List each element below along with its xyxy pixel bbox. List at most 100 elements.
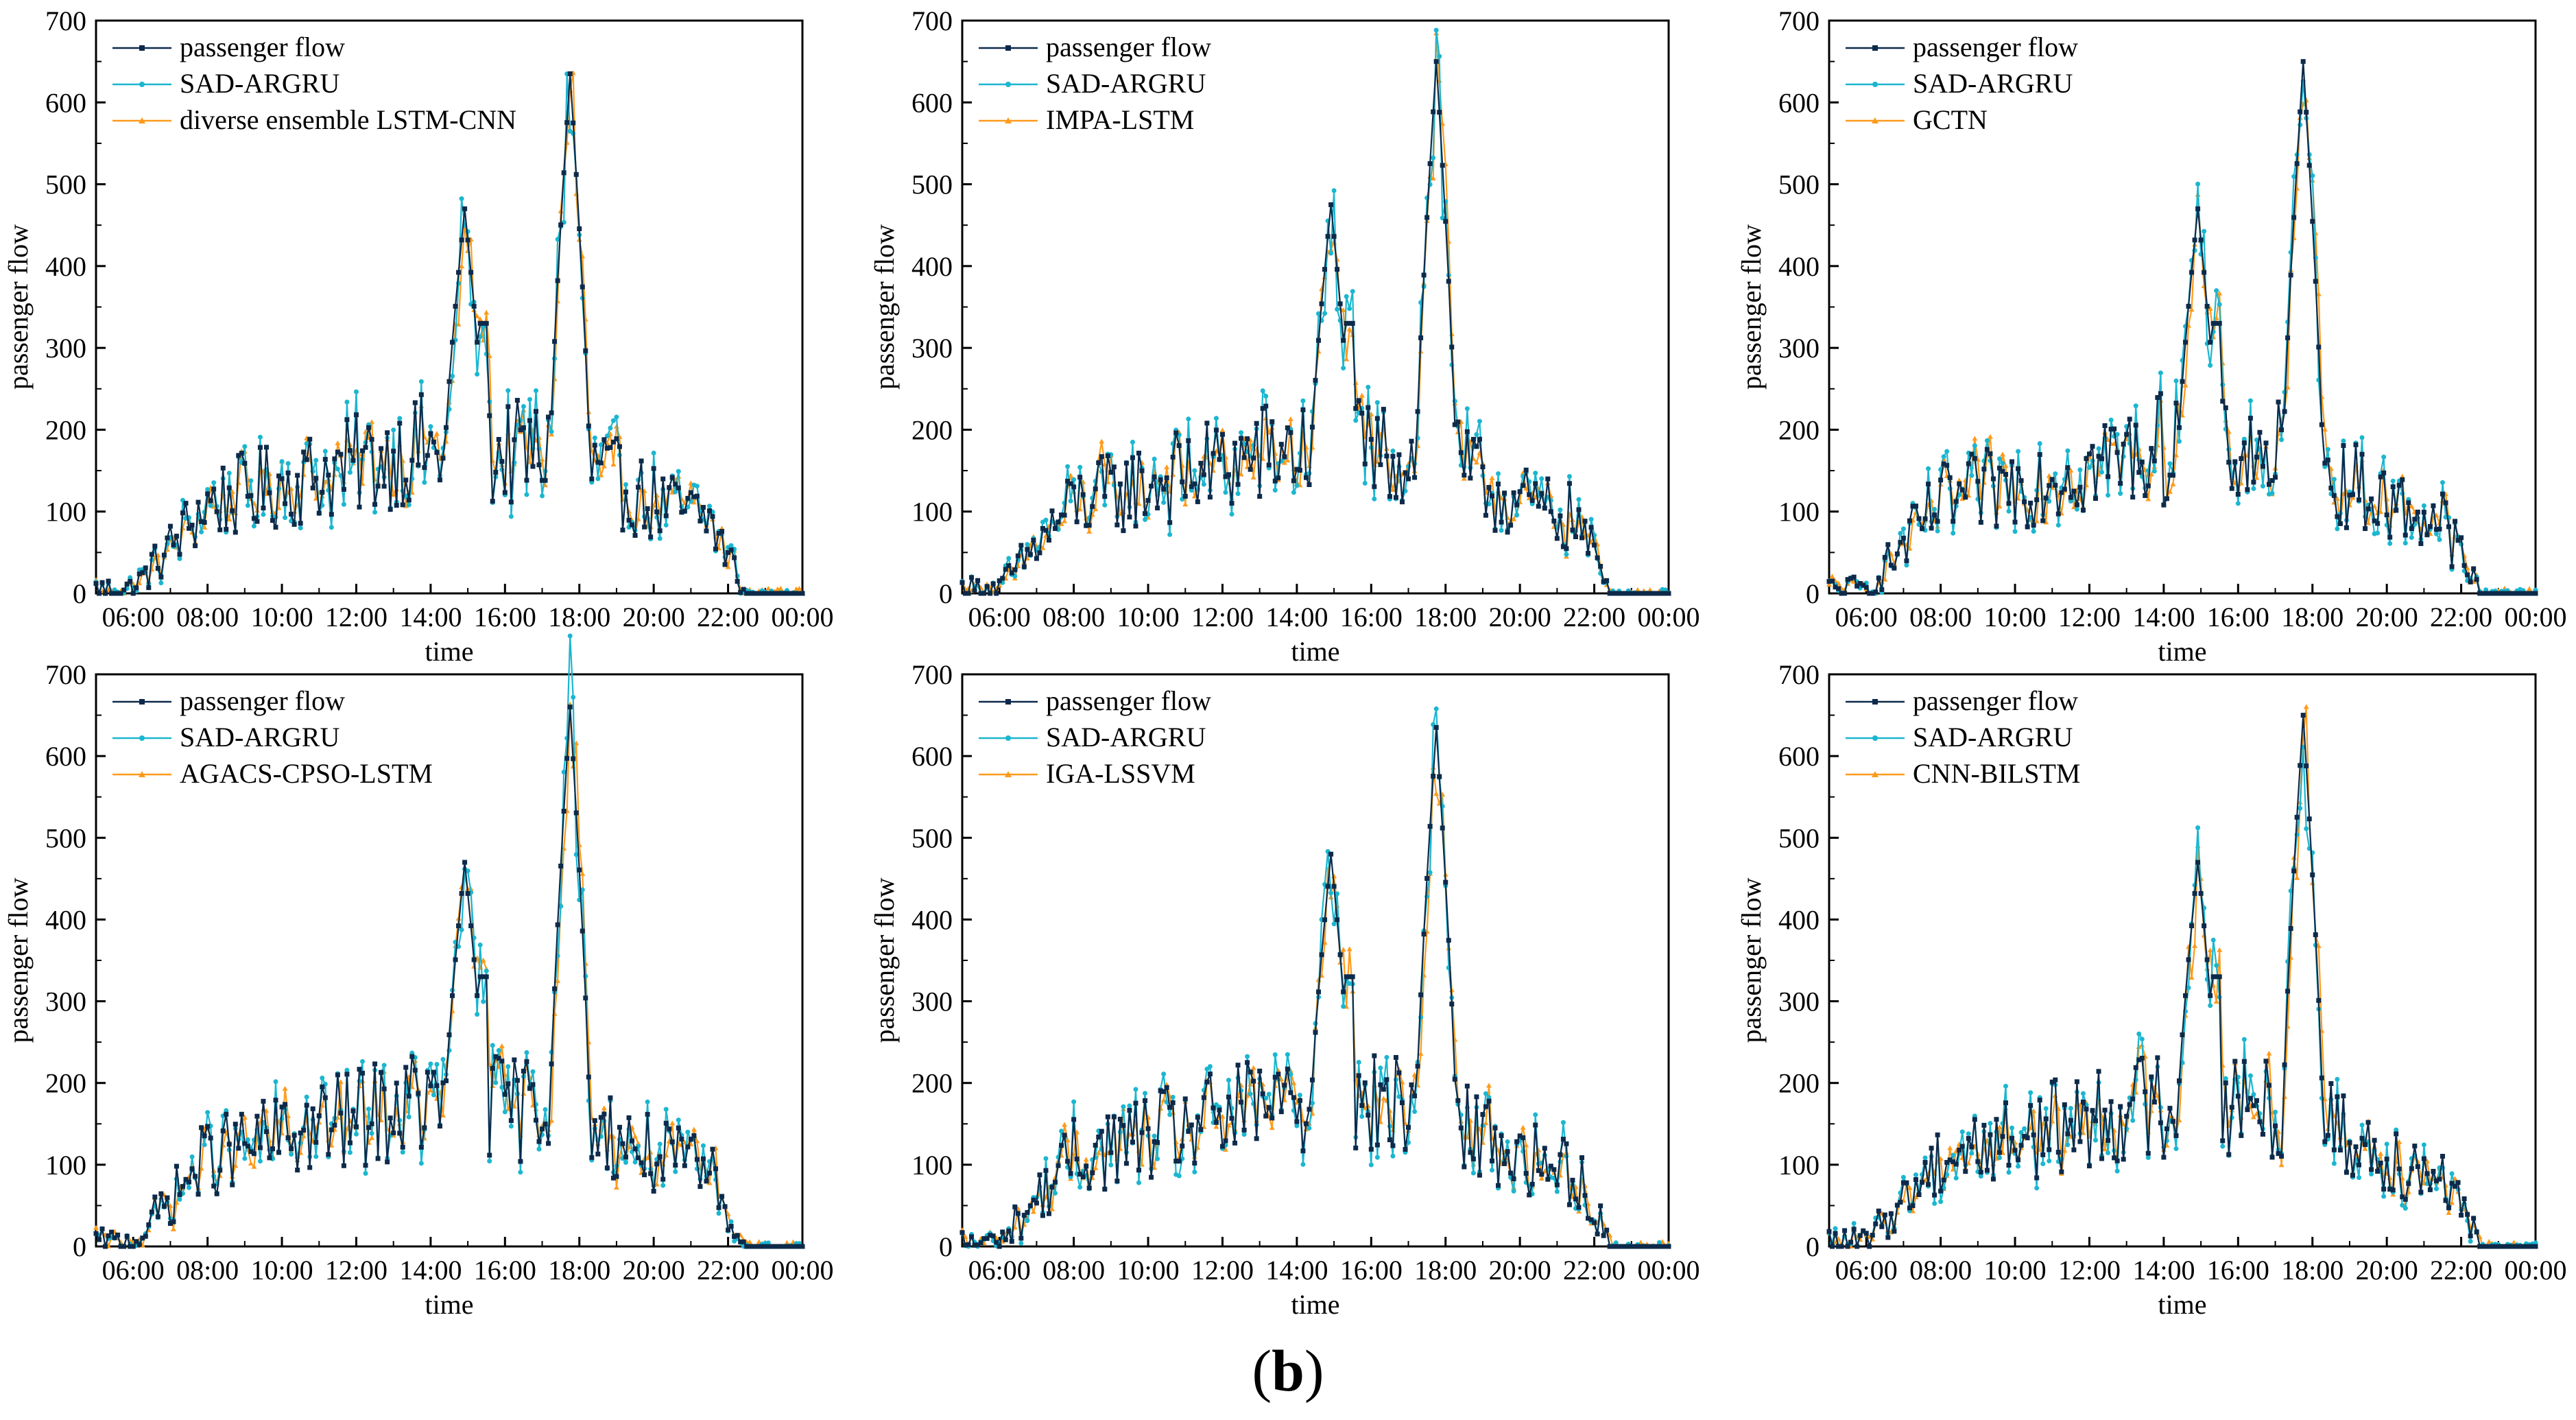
data-point bbox=[1285, 1066, 1290, 1072]
data-point bbox=[2062, 1102, 2067, 1107]
data-point bbox=[2257, 429, 2263, 435]
data-point bbox=[2133, 423, 2138, 428]
data-point bbox=[598, 442, 604, 447]
data-point bbox=[2433, 527, 2439, 532]
x-tick-label: 06:00 bbox=[968, 1255, 1031, 1286]
data-point bbox=[320, 1075, 325, 1080]
data-point bbox=[1619, 1244, 1625, 1249]
data-point bbox=[1938, 477, 1944, 483]
x-tick-label: 14:00 bbox=[399, 602, 462, 632]
data-point bbox=[604, 1165, 610, 1171]
data-point bbox=[1353, 405, 1359, 411]
data-point bbox=[1192, 1161, 1197, 1166]
data-point bbox=[1335, 267, 1340, 272]
legend-marker-1 bbox=[139, 45, 145, 51]
data-point bbox=[2183, 340, 2189, 345]
data-point bbox=[2437, 537, 2442, 543]
data-point bbox=[2173, 401, 2179, 406]
data-point bbox=[475, 1012, 480, 1017]
data-point bbox=[542, 1122, 548, 1127]
data-point bbox=[211, 1183, 217, 1189]
data-point bbox=[1424, 875, 1430, 881]
data-point bbox=[1490, 493, 1494, 499]
data-point bbox=[1353, 1145, 1359, 1150]
data-point bbox=[332, 456, 337, 462]
data-point bbox=[1372, 496, 1377, 501]
data-point bbox=[1012, 567, 1018, 573]
data-point bbox=[412, 400, 418, 405]
data-point bbox=[1848, 1240, 1854, 1245]
data-point bbox=[400, 502, 405, 508]
data-point bbox=[2359, 1122, 2365, 1128]
data-point bbox=[2394, 508, 2399, 513]
x-tick-label: 20:00 bbox=[623, 1255, 685, 1286]
data-point bbox=[1263, 1113, 1269, 1119]
data-point bbox=[716, 1211, 721, 1216]
data-point bbox=[747, 591, 752, 596]
data-point bbox=[1207, 1064, 1213, 1069]
data-point bbox=[1988, 1132, 1993, 1137]
data-point bbox=[416, 1091, 421, 1096]
data-point bbox=[2529, 591, 2535, 596]
y-tick-label: 200 bbox=[45, 414, 86, 445]
data-point bbox=[1049, 1206, 1056, 1211]
data-point bbox=[1346, 326, 1352, 331]
data-point bbox=[1486, 1082, 1492, 1088]
data-point bbox=[1836, 586, 1841, 591]
x-tick-label: 00:00 bbox=[771, 602, 833, 632]
data-point bbox=[2480, 591, 2485, 596]
data-point bbox=[1086, 1185, 1092, 1191]
data-point bbox=[1083, 1157, 1089, 1162]
data-point bbox=[1213, 1124, 1219, 1129]
data-point bbox=[2189, 270, 2195, 275]
data-point bbox=[2047, 483, 2052, 488]
data-point bbox=[1520, 1135, 1526, 1140]
data-point bbox=[2232, 1058, 2238, 1064]
data-point bbox=[394, 503, 399, 508]
data-point bbox=[1483, 512, 1488, 518]
data-point bbox=[456, 923, 462, 929]
data-point bbox=[540, 477, 545, 483]
data-point bbox=[1068, 1171, 1073, 1176]
data-point bbox=[440, 1056, 446, 1062]
data-point bbox=[617, 444, 622, 449]
data-point bbox=[2359, 1135, 2365, 1141]
x-tick-label: 14:00 bbox=[1265, 1255, 1328, 1286]
data-point bbox=[1830, 578, 1835, 584]
data-point bbox=[533, 409, 538, 414]
data-point bbox=[969, 575, 975, 580]
data-point bbox=[1951, 519, 1956, 524]
data-point bbox=[1885, 542, 1891, 547]
data-point bbox=[1634, 587, 1641, 592]
data-point bbox=[2245, 487, 2250, 493]
data-point bbox=[1604, 1227, 1610, 1233]
data-point bbox=[651, 466, 656, 471]
data-point bbox=[2433, 1178, 2439, 1183]
data-point bbox=[214, 509, 219, 514]
data-point bbox=[1034, 1200, 1039, 1206]
data-point bbox=[706, 1170, 712, 1176]
data-point bbox=[1904, 563, 1909, 568]
data-point bbox=[1254, 1136, 1259, 1141]
data-point bbox=[1533, 1112, 1538, 1117]
data-point bbox=[433, 431, 440, 436]
data-point bbox=[2505, 591, 2510, 596]
data-point bbox=[2096, 1069, 2101, 1074]
data-point bbox=[1595, 1231, 1600, 1237]
data-point bbox=[589, 1155, 595, 1160]
data-point bbox=[1152, 1139, 1157, 1144]
data-point bbox=[1452, 1076, 1457, 1082]
data-point bbox=[211, 480, 217, 486]
data-point bbox=[2247, 398, 2253, 403]
data-point bbox=[465, 237, 470, 243]
data-point bbox=[1341, 1004, 1346, 1009]
data-point bbox=[1143, 1091, 1148, 1096]
data-point bbox=[2003, 1083, 2008, 1089]
data-point bbox=[744, 1244, 750, 1249]
data-point bbox=[2093, 1137, 2099, 1143]
data-point bbox=[700, 1143, 706, 1148]
data-point bbox=[959, 580, 965, 585]
data-point bbox=[468, 923, 474, 929]
data-point bbox=[2471, 566, 2477, 571]
data-point bbox=[1502, 490, 1507, 496]
